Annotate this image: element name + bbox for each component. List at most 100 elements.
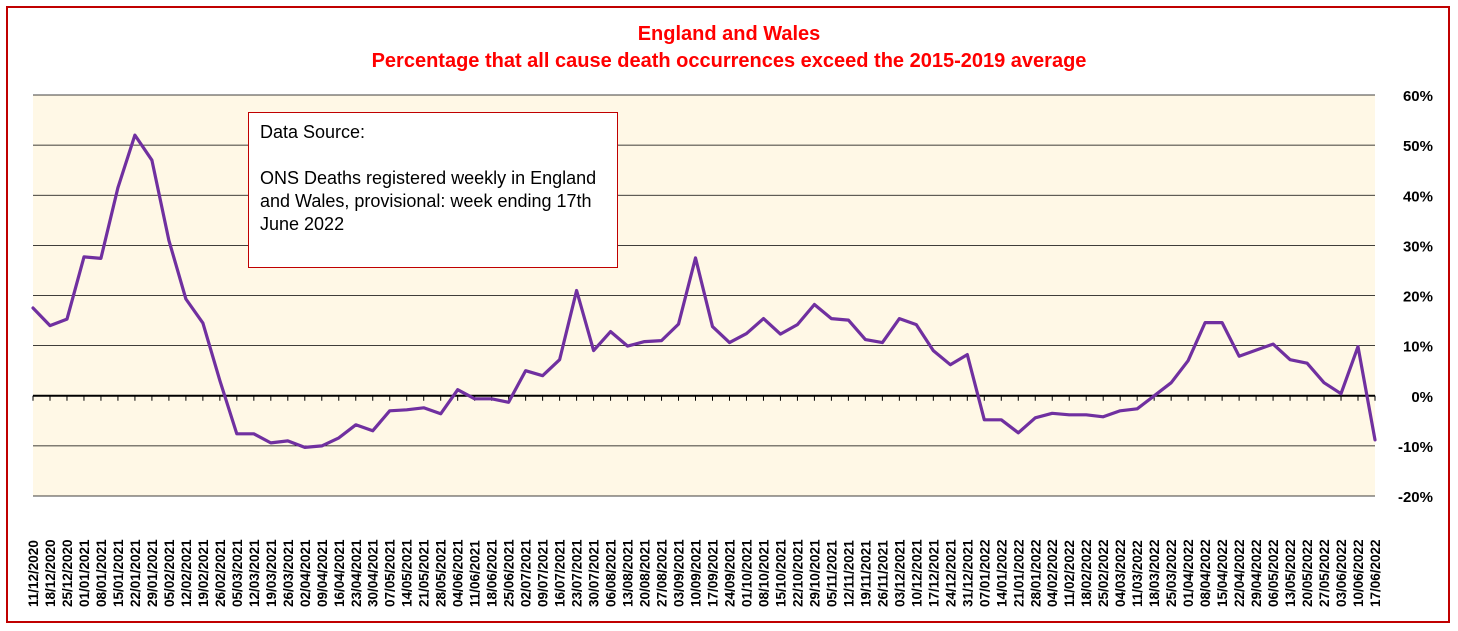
x-tick-label: 25/12/2020 xyxy=(60,539,75,607)
x-tick-label: 18/06/2021 xyxy=(485,539,500,607)
x-tick-label: 01/01/2021 xyxy=(77,539,92,607)
chart-title: England and Wales xyxy=(637,23,821,45)
y-tick-label: -20% xyxy=(1398,489,1433,506)
x-tick-label: 19/03/2021 xyxy=(264,539,279,607)
x-tick-label: 25/06/2021 xyxy=(502,539,517,607)
y-tick-label: 20% xyxy=(1403,289,1433,306)
y-tick-label: 0% xyxy=(1411,389,1433,406)
x-tick-label: 11/12/2020 xyxy=(26,540,41,607)
x-tick-label: 19/02/2021 xyxy=(196,539,211,607)
x-tick-label: 17/09/2021 xyxy=(706,539,721,607)
x-tick-label: 04/06/2021 xyxy=(451,539,466,607)
x-tick-label: 17/12/2021 xyxy=(926,539,941,607)
x-tick-label: 28/05/2021 xyxy=(434,539,449,607)
x-tick-label: 22/10/2021 xyxy=(790,539,805,607)
x-tick-label: 18/03/2022 xyxy=(1147,539,1162,607)
x-tick-label: 03/06/2022 xyxy=(1334,539,1349,607)
x-tick-label: 13/08/2021 xyxy=(621,539,636,607)
x-tick-label: 29/10/2021 xyxy=(807,539,822,607)
x-tick-label: 30/04/2021 xyxy=(366,539,381,607)
x-tick-label: 14/05/2021 xyxy=(400,539,415,607)
x-tick-label: 13/05/2022 xyxy=(1283,539,1298,607)
note-body: ONS Deaths registered weekly in England … xyxy=(260,168,597,234)
x-tick-label: 15/04/2022 xyxy=(1215,539,1230,607)
y-tick-label: 10% xyxy=(1403,339,1433,356)
x-tick-label: 22/01/2021 xyxy=(128,539,143,607)
x-tick-label: 20/08/2021 xyxy=(638,539,653,607)
x-tick-label: 20/05/2022 xyxy=(1300,539,1315,607)
x-axis-tick-labels: 11/12/2020 18/12/2020 25/12/2020 01/01/2021… xyxy=(26,539,1383,607)
x-tick-label: 29/04/2022 xyxy=(1249,539,1264,607)
x-tick-label: 17/06/2022 xyxy=(1368,539,1383,607)
x-tick-label: 23/04/2021 xyxy=(349,539,364,607)
data-source-note: Data Source: ONS Deaths registered weekl… xyxy=(248,112,618,268)
x-tick-label: 30/07/2021 xyxy=(587,539,602,607)
x-tick-label: 21/01/2022 xyxy=(1011,539,1026,607)
x-tick-label: 02/07/2021 xyxy=(519,539,534,607)
x-tick-label: 18/12/2020 xyxy=(43,539,58,607)
x-tick-label: 29/01/2021 xyxy=(145,539,160,607)
x-tick-label: 22/04/2022 xyxy=(1232,539,1247,607)
x-tick-label: 12/02/2021 xyxy=(179,539,194,607)
x-tick-label: 31/12/2021 xyxy=(960,539,975,607)
y-tick-label: 50% xyxy=(1403,138,1433,155)
x-tick-label: 27/05/2022 xyxy=(1317,539,1332,607)
y-tick-label: -10% xyxy=(1398,439,1433,456)
y-tick-label: 30% xyxy=(1403,238,1433,255)
x-tick-label: 12/03/2021 xyxy=(247,539,262,607)
x-tick-label: 16/04/2021 xyxy=(332,539,347,607)
y-tick-label: 60% xyxy=(1403,88,1433,105)
x-tick-label: 01/04/2022 xyxy=(1181,539,1196,607)
x-tick-label: 05/03/2021 xyxy=(230,539,245,607)
x-tick-label: 15/10/2021 xyxy=(773,539,788,607)
x-tick-label: 04/03/2022 xyxy=(1113,539,1128,607)
x-tick-label: 08/04/2022 xyxy=(1198,539,1213,607)
x-tick-label: 05/11/2021 xyxy=(824,540,839,607)
series-line xyxy=(31,133,1377,449)
x-tick-label: 10/12/2021 xyxy=(909,539,924,607)
x-tick-label: 08/01/2021 xyxy=(94,539,109,607)
x-tick-label: 24/09/2021 xyxy=(723,539,738,607)
x-tick-label: 03/09/2021 xyxy=(672,539,687,607)
x-tick-label: 26/11/2021 xyxy=(875,540,890,607)
x-tick-label: 07/01/2022 xyxy=(977,539,992,607)
x-tick-label: 26/02/2021 xyxy=(213,539,228,607)
x-tick-label: 16/07/2021 xyxy=(553,539,568,607)
x-tick-label: 24/12/2021 xyxy=(943,539,958,607)
x-tick-label: 18/02/2022 xyxy=(1079,539,1094,607)
y-axis-tick-labels: 60% 50% 40% 30% 20% 10% 0% -10% -20% xyxy=(1398,88,1433,506)
x-tick-label: 06/08/2021 xyxy=(604,539,619,607)
x-tick-label: 27/08/2021 xyxy=(655,539,670,607)
x-tick-label: 15/01/2021 xyxy=(111,539,126,607)
x-tick-label: 10/09/2021 xyxy=(689,539,704,607)
x-tick-label: 19/11/2021 xyxy=(858,540,873,607)
x-tick-label: 25/02/2022 xyxy=(1096,539,1111,607)
x-tick-label: 08/10/2021 xyxy=(757,539,772,607)
x-tick-label: 14/01/2022 xyxy=(994,539,1009,607)
x-tick-label: 28/01/2022 xyxy=(1028,539,1043,607)
x-tick-label: 10/06/2022 xyxy=(1351,539,1366,607)
note-heading: Data Source: xyxy=(260,122,366,142)
y-tick-label: 40% xyxy=(1403,188,1433,205)
x-tick-label: 05/02/2021 xyxy=(162,539,177,607)
x-tick-label: 01/10/2021 xyxy=(740,539,755,607)
x-tick-label: 26/03/2021 xyxy=(281,539,296,607)
chart-subtitle: Percentage that all cause death occurren… xyxy=(371,50,1087,72)
x-tick-label: 21/05/2021 xyxy=(417,539,432,607)
x-tick-label: 23/07/2021 xyxy=(570,539,585,607)
x-tick-label: 06/05/2022 xyxy=(1266,539,1281,607)
x-tick-label: 11/06/2021 xyxy=(468,540,483,607)
x-tick-label: 03/12/2021 xyxy=(892,539,907,607)
x-tick-label: 25/03/2022 xyxy=(1164,539,1179,607)
x-tick-label: 09/07/2021 xyxy=(536,539,551,607)
x-tick-label: 02/04/2021 xyxy=(298,539,313,607)
x-tick-label: 04/02/2022 xyxy=(1045,539,1060,607)
x-tick-label: 11/02/2022 xyxy=(1062,540,1077,607)
series xyxy=(31,133,1377,449)
zero-axis xyxy=(32,394,1376,401)
x-tick-label: 07/05/2021 xyxy=(383,539,398,607)
x-tick-label: 12/11/2021 xyxy=(841,540,856,607)
x-tick-label: 09/04/2021 xyxy=(315,539,330,607)
x-tick-label: 11/03/2022 xyxy=(1130,540,1145,607)
